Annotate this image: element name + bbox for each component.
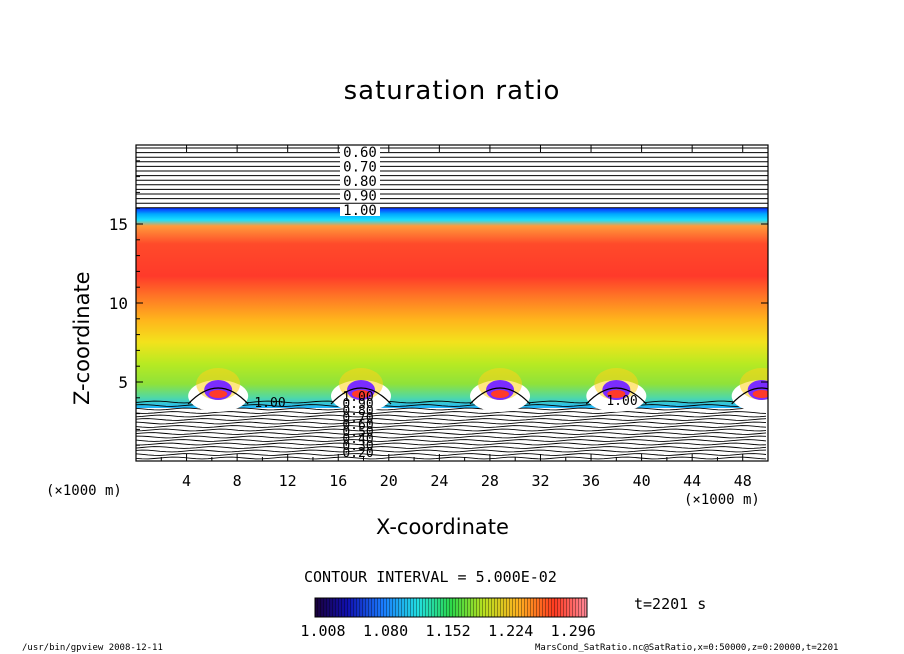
contour-line (136, 439, 767, 442)
y-tick-label: 5 (118, 373, 128, 392)
contour-line (136, 414, 767, 418)
cell-contour (469, 387, 531, 405)
x-unit-label-left: (×1000 m) (46, 483, 122, 499)
label-bg (340, 189, 380, 202)
x-tick-label: 36 (582, 472, 600, 490)
colorbar-tick-label: 1.080 (363, 622, 408, 640)
contour-label: 0.30 (342, 439, 373, 454)
inline-contour-label: 1.00 (606, 394, 637, 409)
x-unit-label-right: (×1000 m) (684, 492, 760, 508)
inline-contour-labels: 1.00 1.00 (254, 394, 637, 411)
contour-line (136, 428, 767, 432)
contour-label: 0.70 (343, 160, 377, 176)
footer-file-info: MarsCond_SatRatio.nc@SatRatio,x=0:50000,… (535, 643, 839, 653)
contour-interval-text: CONTOUR INTERVAL = 5.000E-02 (304, 568, 557, 586)
colorbar-frame (314, 597, 588, 618)
convective-cells (187, 368, 768, 412)
cell-inner (752, 390, 768, 398)
y-axis-ticks: 5 10 15 (109, 160, 768, 446)
cell-contour (187, 387, 249, 405)
chart-title: saturation ratio (343, 76, 561, 106)
contour-label: 1.00 (343, 203, 377, 219)
contour-label: 0.90 (343, 189, 377, 205)
x-tick-label: 40 (633, 472, 651, 490)
contour-line (136, 432, 767, 435)
cell-contour (330, 387, 392, 405)
colorbar-tick-label: 1.296 (551, 622, 596, 640)
colorbar-stripes (315, 598, 587, 617)
upper-contour-lines (136, 147, 768, 209)
contour-label: 0.60 (343, 145, 377, 161)
colorbar-tick-label: 1.152 (426, 622, 471, 640)
x-tick-label: 24 (430, 472, 448, 490)
cell-inner (491, 390, 510, 398)
cell-inner (607, 390, 626, 398)
x-tick-label: 44 (683, 472, 701, 490)
lower-contour-labels: 0.200.300.400.500.600.700.800.901.00 (342, 390, 373, 461)
x-tick-label: 28 (481, 472, 499, 490)
label-bg (340, 175, 380, 187)
x-tick-label: 20 (380, 472, 398, 490)
contour-line (136, 456, 767, 460)
contour-label: 0.80 (343, 174, 377, 190)
contour-line (136, 411, 767, 414)
contour-line (136, 453, 767, 456)
contour-label: 0.20 (342, 446, 373, 461)
cell-inner (209, 390, 228, 398)
contour-line (136, 446, 767, 449)
label-bg (340, 146, 380, 158)
saturation-field (136, 208, 768, 408)
contour-line (136, 449, 767, 453)
time-label: t=2201 s (634, 595, 707, 613)
x-tick-label: 8 (233, 472, 242, 490)
x-tick-label: 4 (182, 472, 191, 490)
x-tick-label: 32 (531, 472, 549, 490)
contour-label: 0.80 (342, 404, 373, 419)
cell-contour (731, 387, 768, 405)
contour-label: 0.70 (342, 411, 373, 426)
footer-program-info: /usr/bin/gpview 2008-12-11 (22, 643, 163, 653)
cell-contour (585, 387, 647, 405)
contour-line (136, 421, 767, 425)
colorbar-tick-label: 1.008 (300, 622, 345, 640)
label-bg (340, 160, 380, 173)
colorbar-tick-label: 1.224 (488, 622, 533, 640)
inline-contour-label: 1.00 (254, 396, 285, 411)
y-tick-label: 10 (109, 294, 128, 313)
x-tick-label: 16 (329, 472, 347, 490)
colorbar-ticks: 1.008 1.080 1.152 1.224 1.296 (300, 622, 595, 640)
cell-inner (351, 390, 370, 398)
x-axis-label: X-coordinate (376, 515, 509, 539)
label-bg (340, 204, 380, 216)
contour-label: 1.00 (342, 390, 373, 405)
contour-label: 0.50 (342, 425, 373, 440)
y-axis-label: Z-coordinate (70, 271, 94, 405)
contour-line (136, 418, 767, 421)
contour-line (136, 425, 767, 428)
y-tick-label: 15 (109, 215, 128, 234)
contour-line (136, 435, 767, 439)
x-tick-label: 48 (734, 472, 752, 490)
x-axis-ticks: 4 8 12 16 20 24 28 32 36 40 44 48 (160, 145, 752, 490)
upper-contour-labels: 0.600.700.800.901.00 (340, 145, 380, 219)
contour-line (136, 442, 767, 446)
contour-label: 0.40 (342, 432, 373, 447)
contour-label: 0.90 (342, 397, 373, 412)
contour-label: 0.60 (342, 418, 373, 433)
x-tick-label: 12 (279, 472, 297, 490)
